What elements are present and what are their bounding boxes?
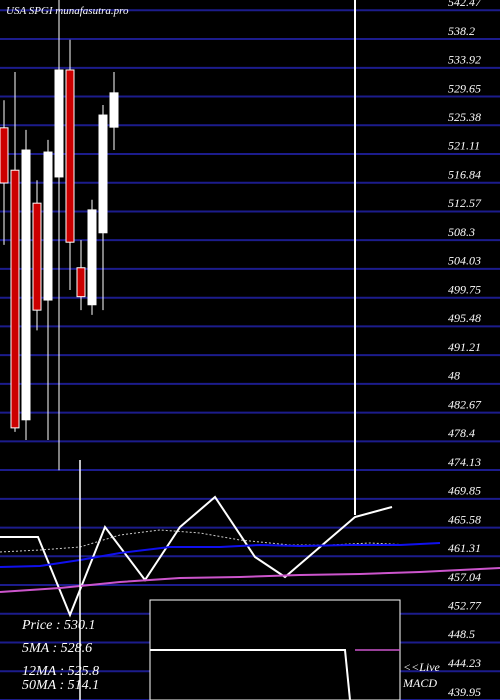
candle-body (98, 114, 108, 234)
info-price: Price : 530.1 (21, 618, 95, 633)
y-tick-label: 504.03 (448, 254, 481, 268)
chart-title: USA SPGI munafasutra.pro (6, 5, 129, 17)
candle-body (87, 209, 97, 306)
y-tick-label: 512.57 (448, 196, 482, 210)
candle-body (32, 202, 42, 311)
y-tick-label: 474.13 (448, 455, 481, 469)
candle-body (65, 69, 75, 243)
y-tick-label: 529.65 (448, 81, 481, 95)
candle-body (54, 69, 64, 178)
y-tick-label: 525.38 (448, 110, 481, 124)
y-tick-label: 499.75 (448, 282, 481, 296)
info-ma50: 50MA : 514.1 (22, 678, 99, 693)
y-tick-label: 465.58 (448, 512, 481, 526)
y-tick-label: 508.3 (448, 225, 475, 239)
candle-body (0, 127, 9, 184)
y-tick-label: 461.31 (448, 541, 481, 555)
live-label: <<Live (403, 660, 441, 674)
indicator-blue (0, 542, 441, 568)
y-tick-label: 48 (448, 369, 460, 383)
y-tick-label: 538.2 (448, 24, 475, 38)
info-ma5: 5MA : 528.6 (22, 641, 92, 656)
candle-body (76, 267, 86, 298)
y-tick-label: 457.04 (448, 570, 481, 584)
y-tick-label: 491.21 (448, 340, 481, 354)
candle-body (43, 151, 53, 301)
candles (0, 0, 119, 471)
y-tick-label: 482.67 (448, 397, 482, 411)
candle-body (109, 92, 119, 128)
y-tick-label: 542.47 (448, 0, 482, 9)
y-tick-label: 521.11 (448, 139, 480, 153)
y-tick-label: 444.23 (448, 656, 481, 670)
y-tick-label: 452.77 (448, 599, 482, 613)
candle-body (10, 169, 20, 429)
candle-body (21, 149, 31, 421)
y-tick-label: 495.48 (448, 311, 481, 325)
y-tick-label: 478.4 (448, 426, 475, 440)
y-tick-label: 533.92 (448, 53, 481, 67)
macd-line (150, 649, 351, 700)
y-tick-label: 439.95 (448, 685, 481, 699)
info-ma12: 12MA : 525.8 (22, 664, 99, 679)
y-tick-label: 469.85 (448, 484, 481, 498)
macd-label: MACD (402, 676, 437, 690)
indicator-line (0, 495, 393, 618)
y-tick-label: 516.84 (448, 167, 481, 181)
y-tick-label: 448.5 (448, 627, 475, 641)
